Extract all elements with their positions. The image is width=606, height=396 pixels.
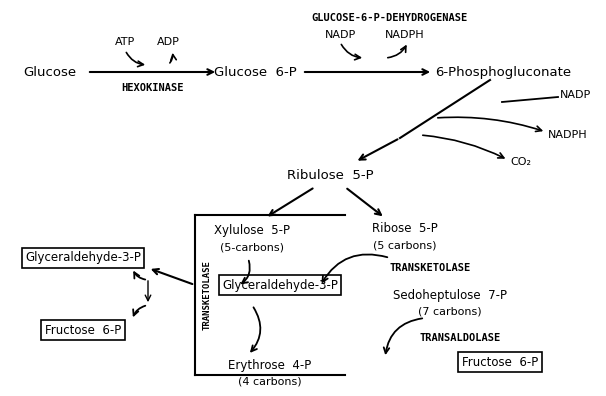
Text: Erythrose  4-P: Erythrose 4-P — [228, 358, 311, 371]
Text: TRANSKETOLASE: TRANSKETOLASE — [390, 263, 471, 273]
Text: NADPH: NADPH — [548, 130, 588, 140]
Text: (5-carbons): (5-carbons) — [220, 242, 284, 252]
Text: Sedoheptulose  7-P: Sedoheptulose 7-P — [393, 289, 507, 301]
Text: Glyceraldehyde-3-P: Glyceraldehyde-3-P — [222, 278, 338, 291]
Text: Glucose  6-P: Glucose 6-P — [214, 65, 296, 78]
Text: TRANSKETOLASE: TRANSKETOLASE — [202, 260, 211, 330]
Text: Ribose  5-P: Ribose 5-P — [372, 221, 438, 234]
Text: ADP: ADP — [156, 37, 179, 47]
Text: (4 carbons): (4 carbons) — [238, 377, 302, 387]
Text: Ribulose  5-P: Ribulose 5-P — [287, 169, 373, 181]
Text: ATP: ATP — [115, 37, 135, 47]
Text: Fructose  6-P: Fructose 6-P — [45, 324, 121, 337]
Text: NADPH: NADPH — [385, 30, 425, 40]
Text: CO₂: CO₂ — [510, 157, 531, 167]
Text: NADP: NADP — [324, 30, 356, 40]
Text: (7 carbons): (7 carbons) — [418, 307, 482, 317]
Text: 6-Phosphogluconate: 6-Phosphogluconate — [435, 65, 571, 78]
Text: NADP: NADP — [560, 90, 591, 100]
Text: (5 carbons): (5 carbons) — [373, 240, 437, 250]
Text: Xylulose  5-P: Xylulose 5-P — [214, 223, 290, 236]
Text: Fructose  6-P: Fructose 6-P — [462, 356, 538, 369]
Text: HEXOKINASE: HEXOKINASE — [121, 83, 183, 93]
Text: GLUCOSE-6-P-DEHYDROGENASE: GLUCOSE-6-P-DEHYDROGENASE — [312, 13, 468, 23]
Text: Glyceraldehyde-3-P: Glyceraldehyde-3-P — [25, 251, 141, 265]
Text: TRANSALDOLASE: TRANSALDOLASE — [419, 333, 501, 343]
Text: Glucose: Glucose — [24, 65, 76, 78]
